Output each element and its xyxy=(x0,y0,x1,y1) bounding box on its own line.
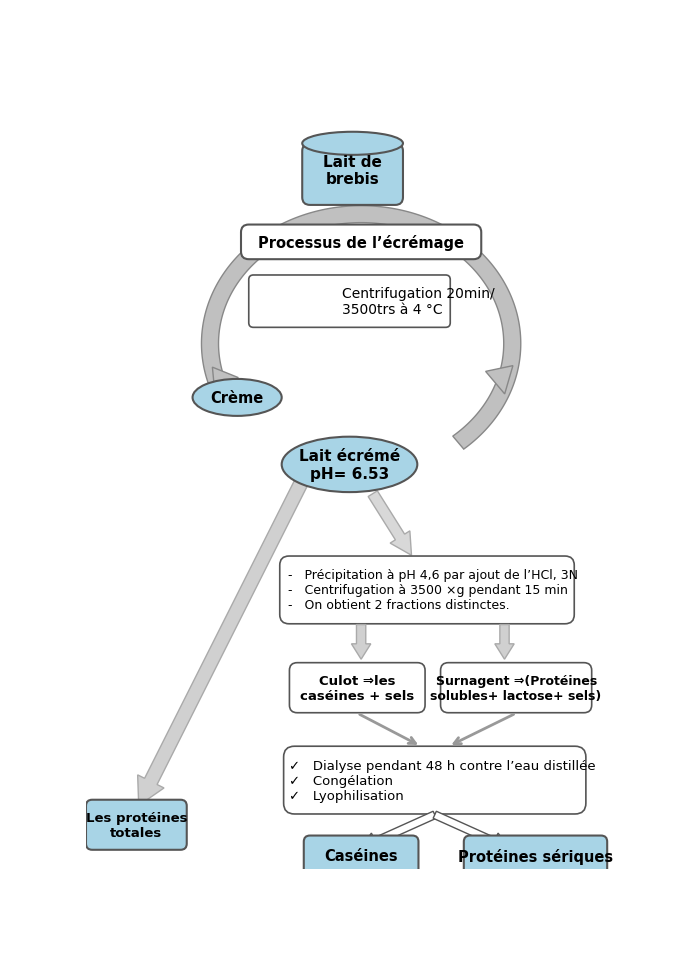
Ellipse shape xyxy=(302,133,403,155)
Polygon shape xyxy=(138,480,308,806)
Text: Culot ⇒les
caséines + sels: Culot ⇒les caséines + sels xyxy=(300,674,414,702)
Polygon shape xyxy=(361,812,436,850)
Text: Protéines sériques: Protéines sériques xyxy=(458,848,613,864)
FancyBboxPatch shape xyxy=(86,800,186,850)
Text: Centrifugation 20min/
3500trs à 4 °C: Centrifugation 20min/ 3500trs à 4 °C xyxy=(342,287,495,317)
FancyBboxPatch shape xyxy=(302,145,403,206)
Ellipse shape xyxy=(281,438,418,492)
Text: Processus de l’écrémage: Processus de l’écrémage xyxy=(258,234,464,251)
FancyBboxPatch shape xyxy=(280,557,574,624)
Text: Les protéines
totales: Les protéines totales xyxy=(85,811,187,839)
FancyBboxPatch shape xyxy=(304,835,418,875)
Polygon shape xyxy=(433,812,508,850)
Polygon shape xyxy=(352,625,371,659)
Polygon shape xyxy=(213,367,238,398)
Polygon shape xyxy=(486,366,513,395)
Text: -   Précipitation à pH 4,6 par ajout de l’HCl, 3N
-   Centrifugation à 3500 ×g p: - Précipitation à pH 4,6 par ajout de l’… xyxy=(288,569,577,612)
Text: Surnagent ⇒(Protéines
solubles+ lactose+ sels): Surnagent ⇒(Protéines solubles+ lactose+… xyxy=(431,674,602,702)
Text: ✓   Dialyse pendant 48 h contre l’eau distillée
✓   Congélation
✓   Lyophilisati: ✓ Dialyse pendant 48 h contre l’eau dist… xyxy=(289,759,596,802)
Ellipse shape xyxy=(193,379,281,416)
Text: Crème: Crème xyxy=(211,391,264,405)
FancyBboxPatch shape xyxy=(283,746,586,814)
FancyBboxPatch shape xyxy=(464,835,608,875)
Text: Lait de
brebis: Lait de brebis xyxy=(323,155,382,188)
FancyBboxPatch shape xyxy=(290,663,425,713)
FancyBboxPatch shape xyxy=(440,663,592,713)
Polygon shape xyxy=(495,625,514,659)
Text: Lait écrémé
pH= 6.53: Lait écrémé pH= 6.53 xyxy=(299,448,400,481)
Polygon shape xyxy=(202,206,521,449)
FancyBboxPatch shape xyxy=(249,276,450,328)
Text: Caséines: Caséines xyxy=(324,848,398,863)
FancyBboxPatch shape xyxy=(241,226,481,260)
Polygon shape xyxy=(368,491,411,556)
